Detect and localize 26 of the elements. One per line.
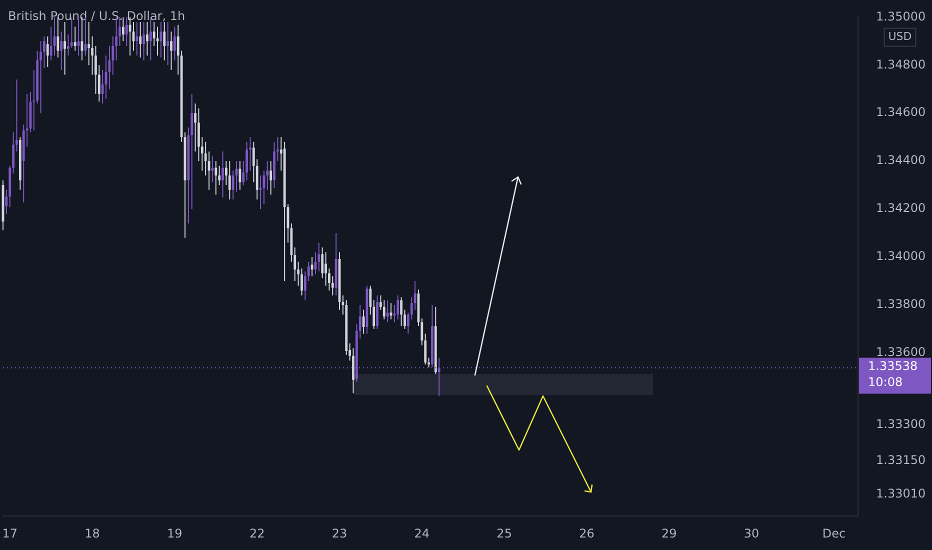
text: USD: [888, 30, 912, 44]
y-tick-label: 1.35000: [876, 9, 926, 24]
x-tick-label: 23: [332, 526, 348, 540]
chart-title: British Pound / U.S. Dollar, 1h: [8, 9, 186, 24]
x-tick-label: 25: [496, 526, 512, 540]
y-tick-label: 1.33010: [876, 486, 926, 501]
candlestick: [88, 22, 90, 66]
y-tick-label: 1.34400: [876, 153, 926, 168]
y-tick-label: 1.34600: [876, 105, 926, 120]
y-tick-label: 1.33600: [876, 345, 926, 360]
y-tick-label: 1.34200: [876, 201, 926, 216]
y-tick-label: 1.34800: [876, 57, 926, 72]
x-tick-label: 26: [579, 526, 594, 540]
x-tick-label: 18: [84, 526, 100, 540]
x-tick-label: 24: [414, 526, 430, 540]
x-tick-label: 29: [662, 526, 677, 540]
ref-line-label: 1.33538 10:08: [868, 358, 918, 389]
x-tick-label: 30: [744, 526, 760, 540]
y-tick-label: 1.34000: [876, 249, 926, 264]
x-tick-label: Dec: [822, 526, 846, 540]
y-tick-label: 1.33300: [876, 417, 926, 431]
y-tick-label: 1.33800: [876, 297, 926, 312]
y-tick-label: 1.33150: [876, 452, 926, 467]
x-tick-label: 17: [2, 526, 18, 540]
x-tick-label: 22: [249, 526, 265, 540]
x-tick-label: 19: [167, 526, 182, 540]
